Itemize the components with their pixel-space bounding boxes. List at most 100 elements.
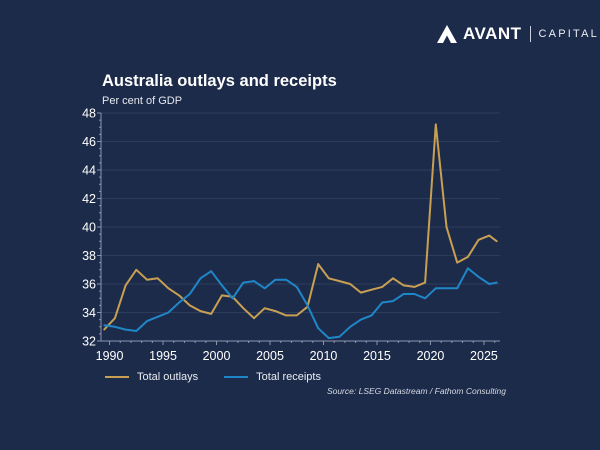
- avant-logo-icon: [437, 25, 457, 43]
- x-tick-label: 2025: [470, 349, 498, 363]
- data-point: [467, 267, 469, 270]
- data-point: [327, 337, 330, 340]
- data-point: [263, 287, 266, 290]
- brand-suffix: CAPITAL: [538, 28, 599, 40]
- y-tick-label: 36: [82, 278, 96, 292]
- data-point: [135, 330, 138, 332]
- chart-subtitle: Per cent of GDP: [102, 95, 183, 107]
- data-point: [135, 268, 138, 271]
- legend: Total outlays Total receipts: [105, 371, 347, 383]
- y-tick-label: 32: [82, 335, 96, 349]
- data-point: [242, 281, 245, 284]
- data-point: [402, 293, 405, 295]
- brand-logo: AVANT CAPITAL: [437, 23, 599, 45]
- brand-name: AVANT: [463, 24, 522, 43]
- data-point: [188, 304, 191, 307]
- data-point: [402, 284, 405, 287]
- data-point: [220, 284, 223, 287]
- legend-item-outlays: Total outlays: [105, 371, 198, 383]
- data-point: [295, 285, 298, 288]
- series-line-total-receipts: [104, 267, 497, 340]
- data-point: [210, 270, 213, 273]
- data-point: [338, 280, 341, 283]
- data-point: [167, 311, 170, 314]
- data-point: [488, 234, 491, 237]
- data-point: [114, 317, 116, 320]
- data-point: [477, 238, 480, 241]
- data-point: [413, 285, 416, 288]
- x-tick-label: 1990: [96, 349, 124, 363]
- brand-divider: [529, 26, 531, 42]
- data-point: [456, 261, 459, 264]
- data-point: [103, 324, 106, 327]
- data-point: [210, 313, 213, 315]
- data-point: [274, 278, 277, 281]
- data-point: [392, 300, 394, 302]
- series-line-total-outlays: [103, 123, 498, 331]
- legend-label-outlays: Total outlays: [137, 371, 199, 383]
- legend-swatch-outlays: [105, 376, 129, 378]
- data-point: [231, 297, 234, 300]
- data-point: [349, 283, 352, 285]
- data-point: [317, 263, 320, 265]
- data-point: [285, 314, 287, 317]
- x-tick-label: 2010: [310, 349, 338, 363]
- data-point: [156, 315, 159, 318]
- data-point: [253, 280, 255, 283]
- data-point: [146, 320, 148, 322]
- x-tick-label: 2015: [363, 349, 391, 363]
- data-point: [349, 325, 352, 328]
- data-point: [495, 240, 498, 243]
- data-point: [199, 310, 202, 312]
- data-point: [327, 277, 330, 280]
- data-point: [445, 226, 448, 228]
- data-point: [434, 287, 437, 290]
- data-point: [381, 301, 384, 304]
- data-point: [424, 297, 427, 300]
- legend-item-receipts: Total receipts: [224, 371, 321, 383]
- legend-label-receipts: Total receipts: [256, 371, 321, 383]
- data-point: [360, 291, 362, 294]
- data-point: [156, 277, 159, 280]
- data-point: [338, 335, 341, 338]
- data-point: [413, 293, 416, 295]
- x-tick-label: 1995: [149, 349, 177, 363]
- y-tick-label: 34: [82, 306, 96, 320]
- x-tick-label: 2000: [203, 349, 231, 363]
- data-point: [424, 281, 427, 284]
- x-tick-label: 2005: [256, 349, 284, 363]
- data-point: [167, 287, 170, 290]
- data-point: [274, 310, 277, 312]
- series-lines: [103, 123, 498, 340]
- data-point: [381, 285, 384, 288]
- x-tick-label: 2020: [417, 349, 445, 363]
- data-point: [370, 314, 373, 317]
- legend-swatch-receipts: [224, 376, 249, 378]
- y-tick-label: 48: [82, 107, 96, 121]
- chart-title: Australia outlays and receipts: [102, 72, 337, 90]
- data-point: [445, 287, 448, 290]
- data-point: [495, 281, 498, 284]
- data-point: [124, 328, 127, 331]
- data-point: [178, 301, 180, 304]
- data-point: [317, 327, 320, 330]
- data-point: [488, 283, 491, 285]
- source-note: Source: LSEG Datastream / Fathom Consult…: [326, 386, 506, 396]
- data-point: [263, 307, 266, 310]
- data-point: [295, 314, 298, 317]
- data-point: [114, 325, 116, 328]
- data-point: [146, 278, 148, 281]
- data-point: [392, 277, 394, 280]
- data-point: [285, 278, 287, 281]
- data-point: [242, 307, 245, 310]
- y-tick-label: 38: [82, 249, 96, 263]
- y-tick-label: 40: [82, 221, 96, 235]
- data-point: [253, 317, 255, 320]
- data-point: [467, 256, 469, 258]
- data-point: [124, 284, 127, 287]
- y-tick-label: 44: [82, 164, 96, 178]
- y-tick-label: 42: [82, 192, 96, 206]
- data-point: [306, 304, 309, 307]
- axes: 32 34 36 38 40 42 44 46 48 1990 1995 2000 2005 2010 20…: [82, 107, 500, 363]
